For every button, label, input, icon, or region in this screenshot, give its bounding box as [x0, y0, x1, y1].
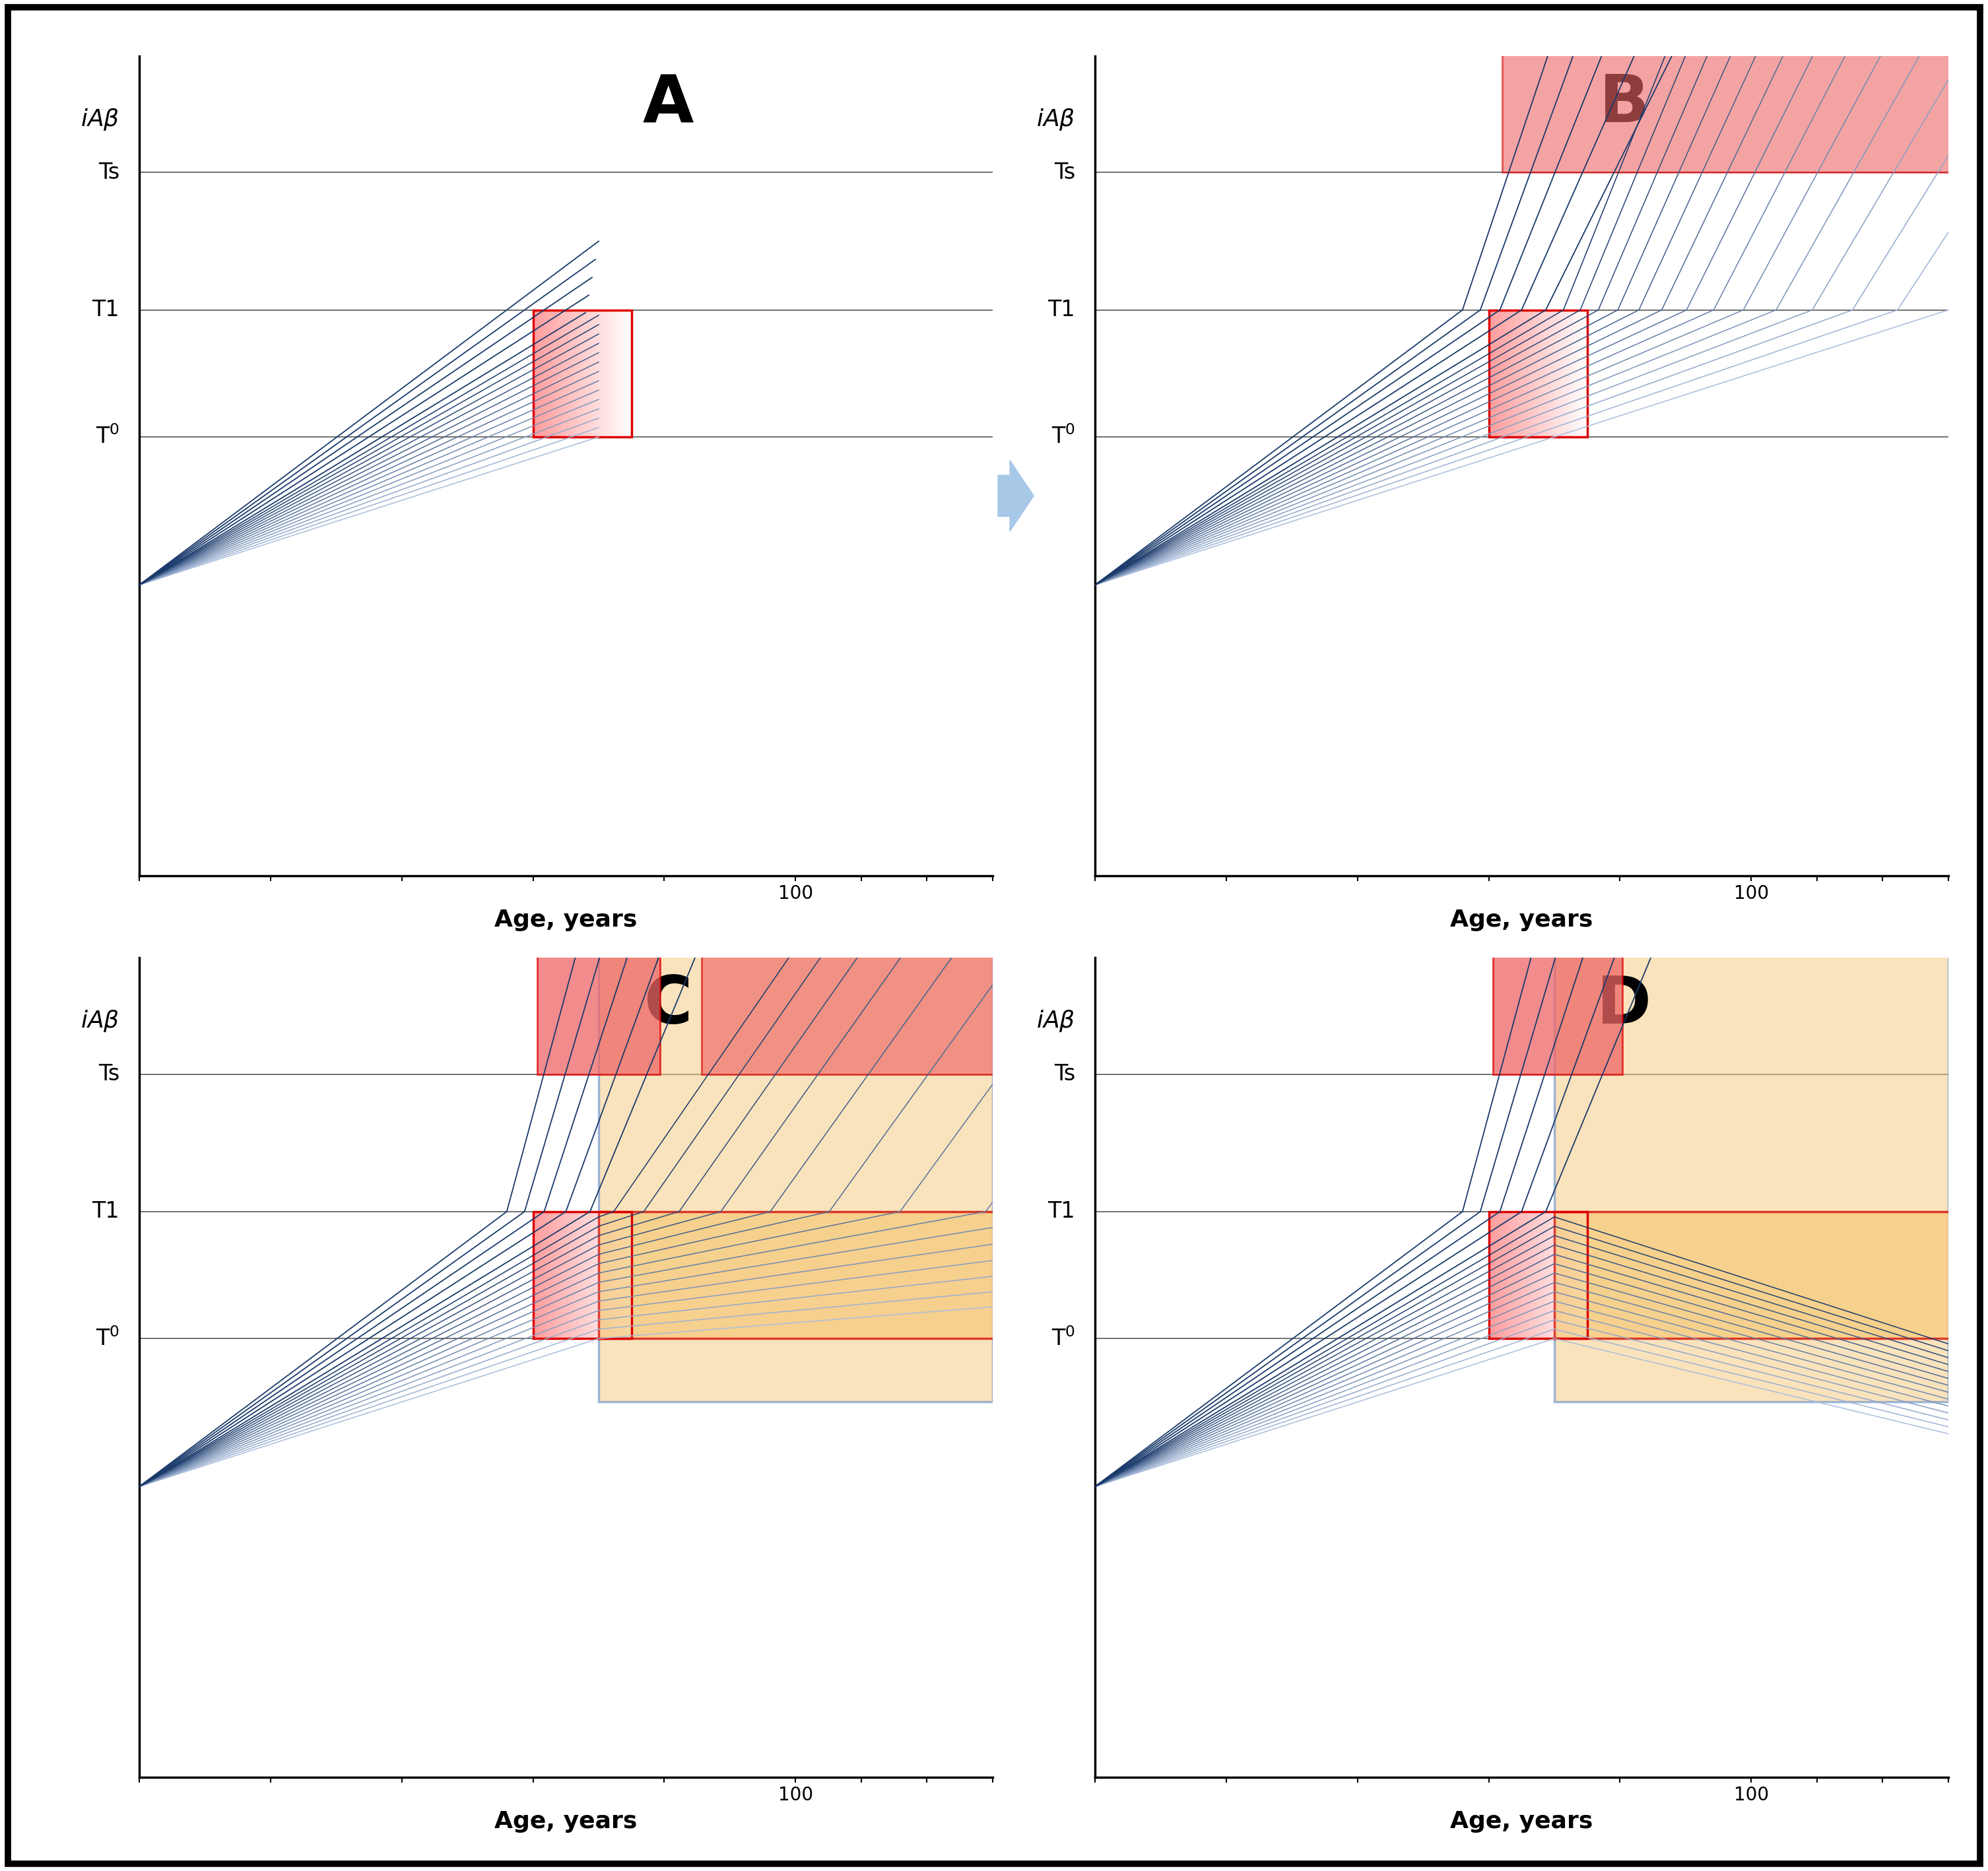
Text: B: B	[1598, 71, 1650, 137]
Bar	[1503, 30, 1962, 172]
Bar	[533, 311, 632, 438]
Text: T$^0$: T$^0$	[1052, 425, 1076, 449]
X-axis label: Age, years: Age, years	[1449, 1809, 1592, 1832]
X-axis label: Age, years: Age, years	[1449, 909, 1592, 932]
Bar	[1489, 1212, 1586, 1338]
Text: $i$Aβ: $i$Aβ	[1036, 1008, 1076, 1035]
X-axis label: Age, years: Age, years	[495, 1809, 638, 1832]
Text: T1: T1	[1048, 299, 1076, 320]
Text: Ts: Ts	[97, 1063, 119, 1085]
Text: A: A	[642, 71, 694, 137]
X-axis label: Age, years: Age, years	[495, 909, 638, 932]
Bar	[598, 1212, 1000, 1338]
Bar	[1493, 932, 1622, 1074]
Text: Ts: Ts	[1054, 1063, 1076, 1085]
Text: T1: T1	[91, 299, 119, 320]
Bar	[537, 932, 660, 1074]
Bar	[533, 1212, 632, 1338]
Text: Ts: Ts	[1054, 161, 1076, 183]
Text: $i$Aβ: $i$Aβ	[82, 1008, 119, 1035]
Bar	[1489, 311, 1586, 438]
Text: Ts: Ts	[97, 161, 119, 183]
Bar	[702, 932, 1000, 1074]
Text: D: D	[1596, 973, 1652, 1038]
Text: T$^0$: T$^0$	[95, 1327, 119, 1351]
Bar	[598, 947, 992, 1401]
Text: C: C	[644, 973, 692, 1038]
Text: $i$Aβ: $i$Aβ	[82, 107, 119, 133]
Text: T$^0$: T$^0$	[1052, 1327, 1076, 1351]
Bar	[1555, 1212, 1954, 1338]
Text: T1: T1	[1048, 1201, 1076, 1222]
Text: $i$Aβ: $i$Aβ	[1036, 107, 1076, 133]
Text: T$^0$: T$^0$	[95, 425, 119, 449]
Text: T1: T1	[91, 1201, 119, 1222]
Bar	[1555, 947, 1948, 1401]
